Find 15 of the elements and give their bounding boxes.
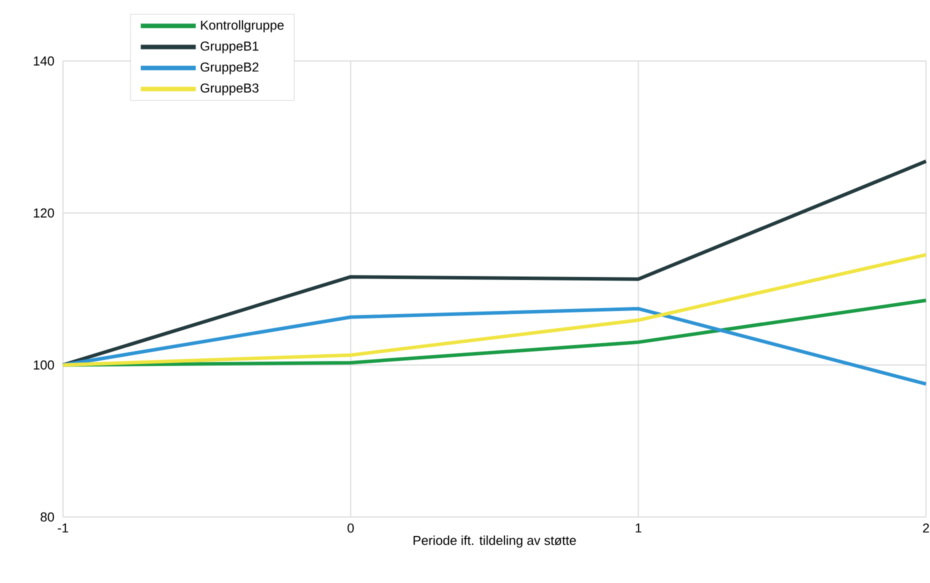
legend-label: GruppeB2 xyxy=(200,62,258,74)
y-tick-label: 80 xyxy=(40,512,54,522)
y-tick-label: 140 xyxy=(34,56,54,66)
x-axis-title: Periode ift. tildeling av støtte xyxy=(414,535,576,548)
x-tick-label: 1 xyxy=(636,524,642,532)
line-series xyxy=(61,160,928,367)
legend-label: GruppeB3 xyxy=(200,83,258,96)
legend-label: Kontrollgruppe xyxy=(201,20,284,32)
x-tick-label: 0 xyxy=(348,523,354,533)
x-tick-label: -1 xyxy=(58,524,68,532)
x-tick-label: 2 xyxy=(923,523,929,533)
line-series xyxy=(61,253,928,367)
y-tick-label: 120 xyxy=(34,208,54,218)
legend-label: GruppeB1 xyxy=(200,42,258,54)
y-tick-label: 100 xyxy=(34,360,54,370)
